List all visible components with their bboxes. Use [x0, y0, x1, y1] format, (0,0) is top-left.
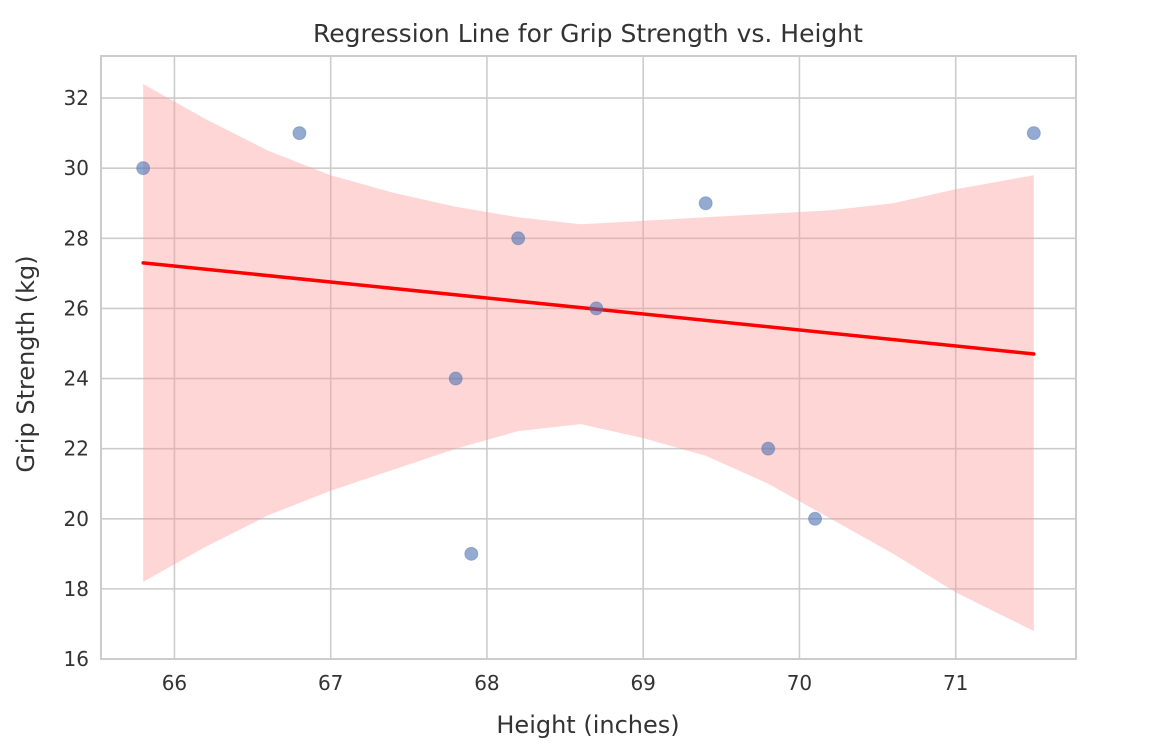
gridlines [101, 56, 1076, 660]
y-tick-label: 22 [64, 437, 89, 461]
data-point [1026, 126, 1041, 141]
confidence-band-layer [143, 84, 1034, 631]
plot-border [100, 55, 1077, 660]
y-tick-label: 26 [64, 296, 89, 320]
x-tick-labels: 66 67 68 69 70 71 [162, 671, 969, 695]
y-tick-labels: 16 18 20 22 24 26 28 30 32 [64, 86, 89, 671]
y-axis-label: Grip Strength (kg) [12, 255, 40, 472]
y-tick-label: 16 [64, 647, 89, 671]
regression-line [141, 261, 1036, 356]
regression-line-layer [141, 261, 1036, 356]
y-tick-label: 28 [64, 226, 89, 250]
x-tick-label: 71 [943, 671, 968, 695]
data-points-layer [136, 126, 1041, 561]
data-point [761, 441, 776, 456]
y-tick-label: 20 [64, 507, 89, 531]
data-point [292, 126, 307, 141]
x-tick-label: 66 [162, 671, 187, 695]
data-point [448, 371, 463, 386]
data-point [808, 511, 823, 526]
x-tick-label: 68 [474, 671, 499, 695]
x-tick-label: 67 [318, 671, 343, 695]
data-point [511, 231, 526, 246]
data-point [464, 546, 479, 561]
y-tick-label: 18 [64, 577, 89, 601]
x-tick-label: 69 [630, 671, 655, 695]
y-tick-label: 32 [64, 86, 89, 110]
plot-frame [100, 55, 1077, 660]
data-point [698, 196, 713, 211]
chart-title: Regression Line for Grip Strength vs. He… [313, 19, 863, 48]
x-tick-label: 70 [787, 671, 812, 695]
data-point [136, 161, 151, 176]
y-tick-label: 24 [64, 367, 89, 391]
x-axis-label: Height (inches) [496, 711, 679, 739]
data-point [589, 301, 604, 316]
y-tick-label: 30 [64, 156, 89, 180]
confidence-band [143, 84, 1034, 631]
